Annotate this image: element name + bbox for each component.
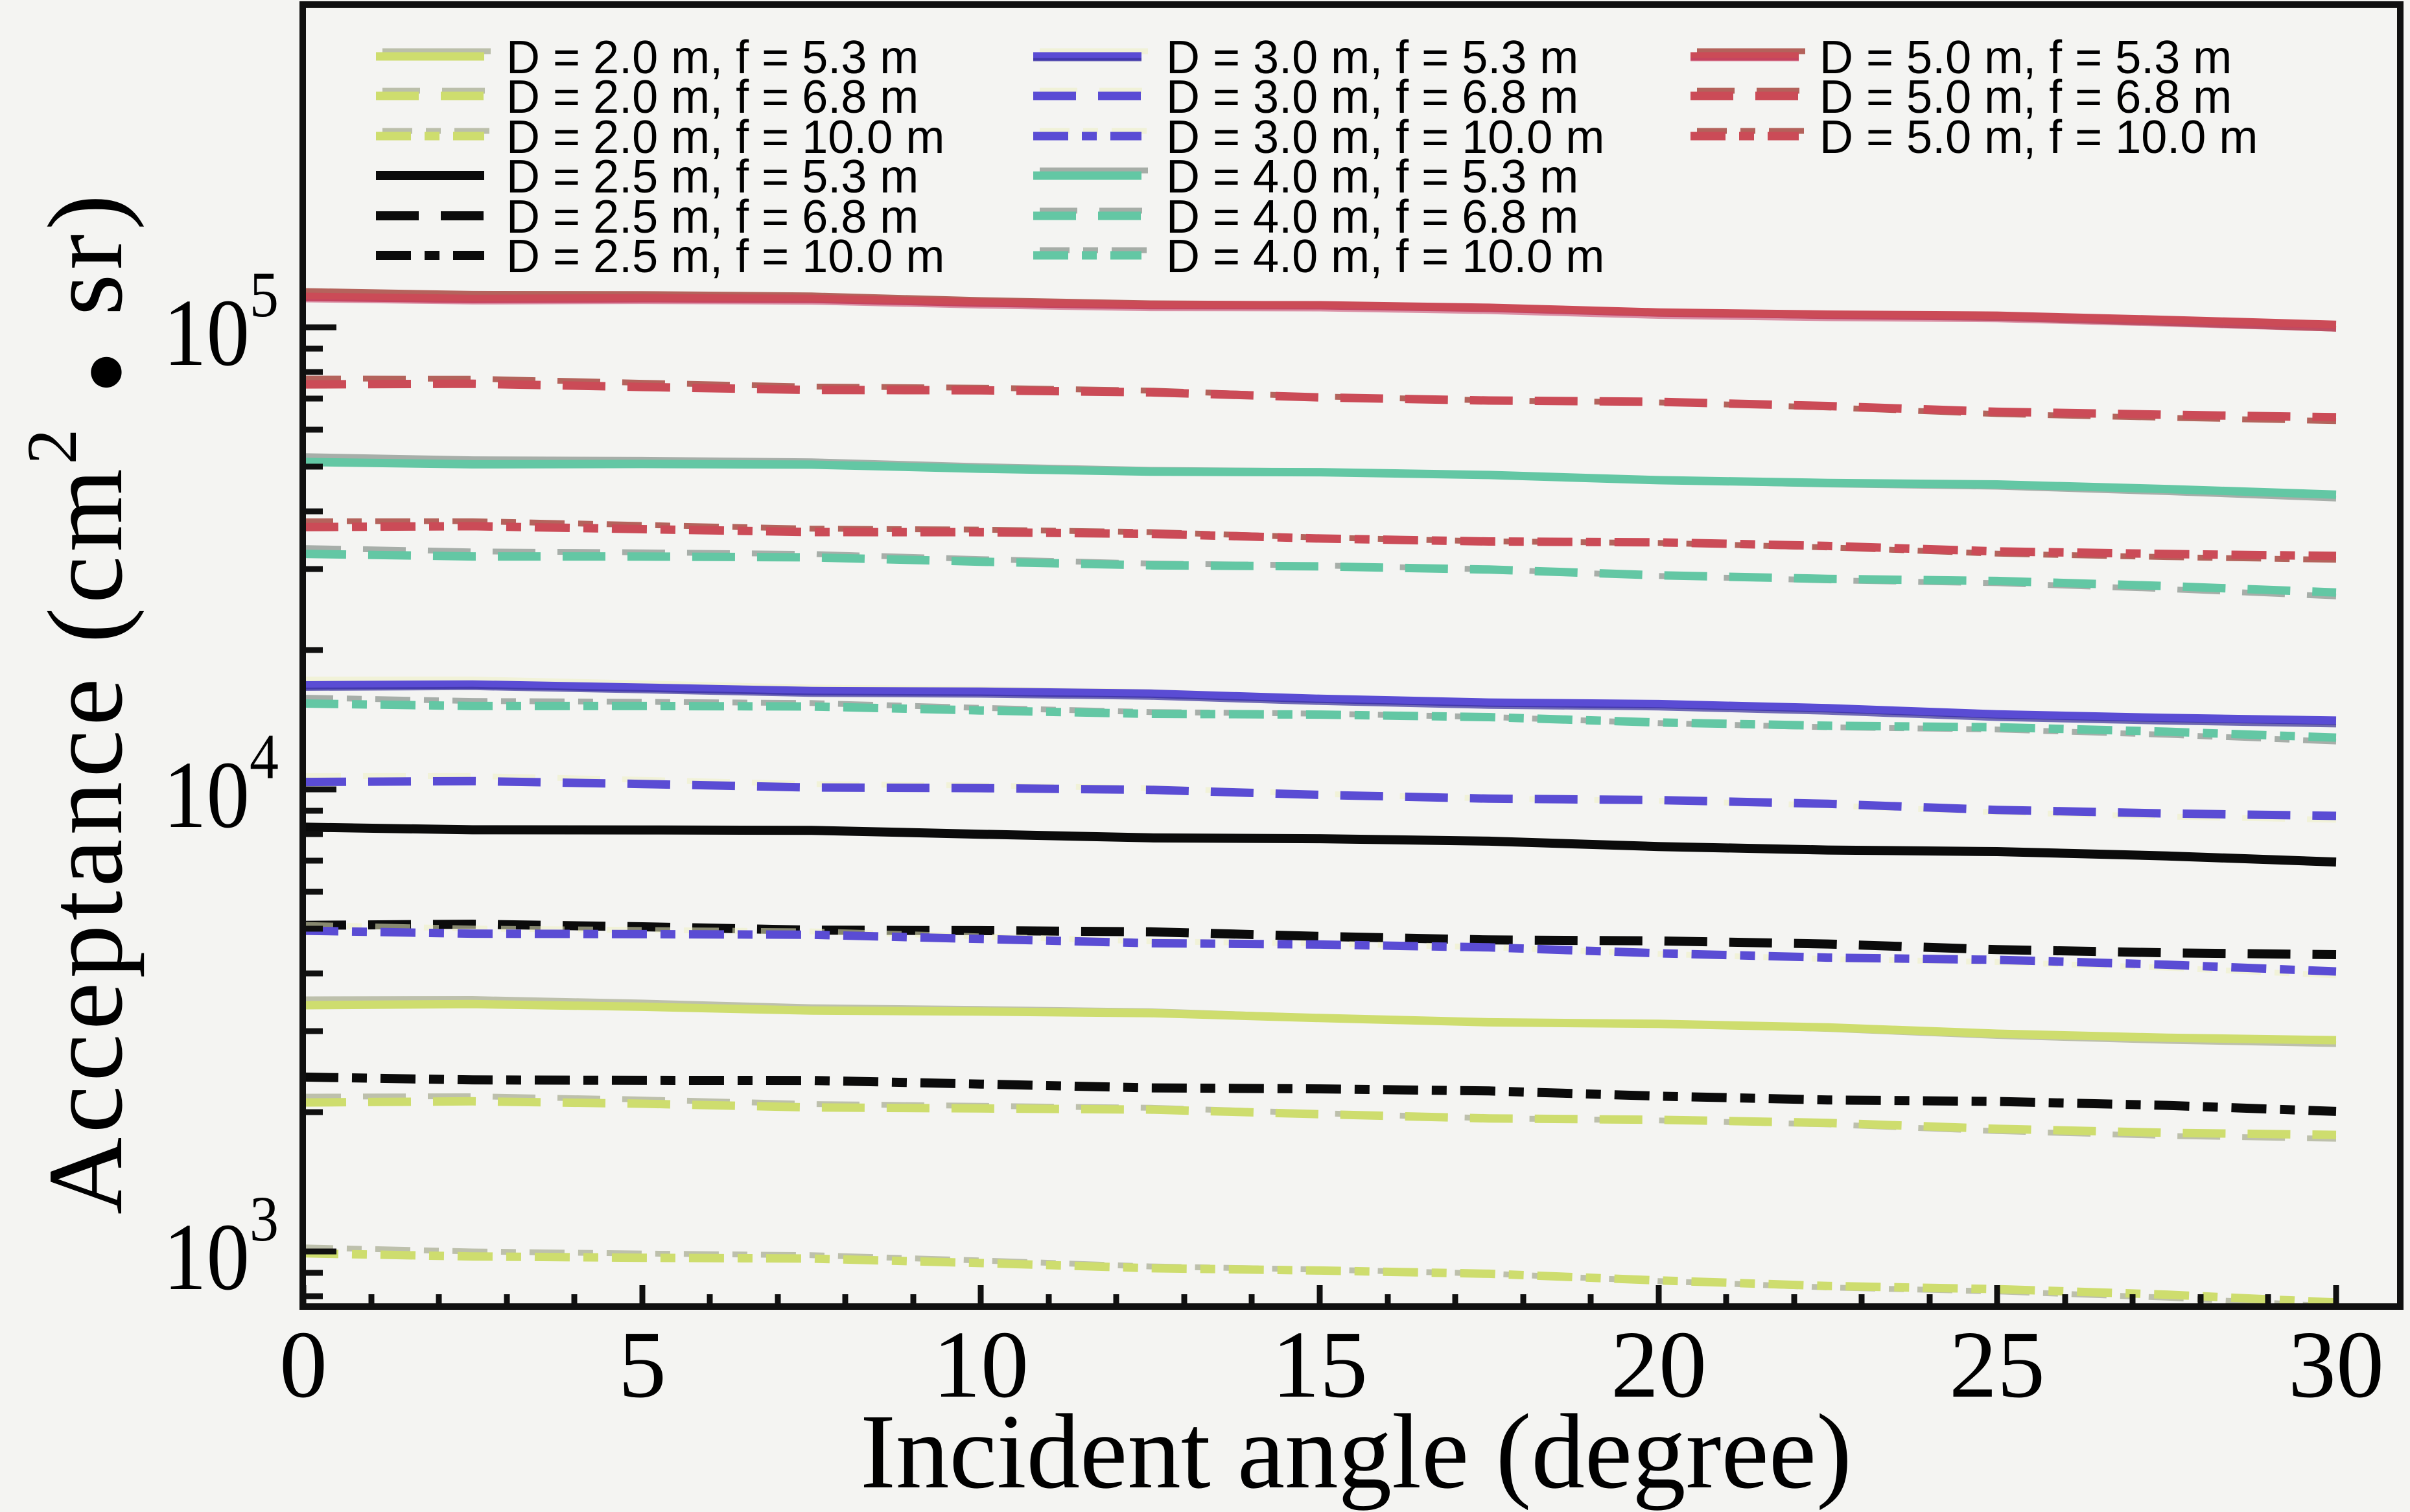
svg-text:0: 0 <box>279 1312 327 1418</box>
svg-text:25: 25 <box>1949 1312 2045 1418</box>
svg-text:D = 5.0 m, f = 6.8 m: D = 5.0 m, f = 6.8 m <box>1819 71 2232 123</box>
svg-text:5: 5 <box>618 1312 666 1418</box>
svg-text:D = 3.0 m, f = 6.8 m: D = 3.0 m, f = 6.8 m <box>1166 71 1578 123</box>
svg-text:Incident angle (degree): Incident angle (degree) <box>860 1392 1852 1511</box>
svg-text:15: 15 <box>1272 1312 1368 1418</box>
svg-text:D = 4.0 m, f = 5.3 m: D = 4.0 m, f = 5.3 m <box>1166 151 1578 203</box>
svg-text:D = 3.0 m, f = 10.0 m: D = 3.0 m, f = 10.0 m <box>1166 111 1604 163</box>
svg-text:D = 4.0 m, f = 10.0 m: D = 4.0 m, f = 10.0 m <box>1166 231 1604 283</box>
svg-text:D = 3.0 m, f = 5.3 m: D = 3.0 m, f = 5.3 m <box>1166 32 1578 84</box>
svg-text:D = 5.0 m, f = 10.0 m: D = 5.0 m, f = 10.0 m <box>1819 111 2258 163</box>
svg-text:D = 2.0 m, f = 5.3 m: D = 2.0 m, f = 5.3 m <box>506 32 918 84</box>
svg-text:20: 20 <box>1611 1312 1707 1418</box>
svg-text:D = 2.0 m, f = 10.0 m: D = 2.0 m, f = 10.0 m <box>506 111 944 163</box>
svg-text:D = 2.5 m, f = 5.3 m: D = 2.5 m, f = 5.3 m <box>506 151 918 203</box>
svg-text:D = 2.5 m, f = 10.0 m: D = 2.5 m, f = 10.0 m <box>506 231 944 283</box>
svg-text:D = 2.5 m, f = 6.8 m: D = 2.5 m, f = 6.8 m <box>506 191 918 243</box>
svg-text:D = 4.0 m, f = 6.8 m: D = 4.0 m, f = 6.8 m <box>1166 191 1578 243</box>
svg-text:10: 10 <box>933 1312 1029 1418</box>
svg-text:30: 30 <box>2288 1312 2384 1418</box>
svg-text:D = 5.0 m, f = 5.3 m: D = 5.0 m, f = 5.3 m <box>1819 32 2232 84</box>
svg-text:D = 2.0 m, f = 6.8 m: D = 2.0 m, f = 6.8 m <box>506 71 918 123</box>
